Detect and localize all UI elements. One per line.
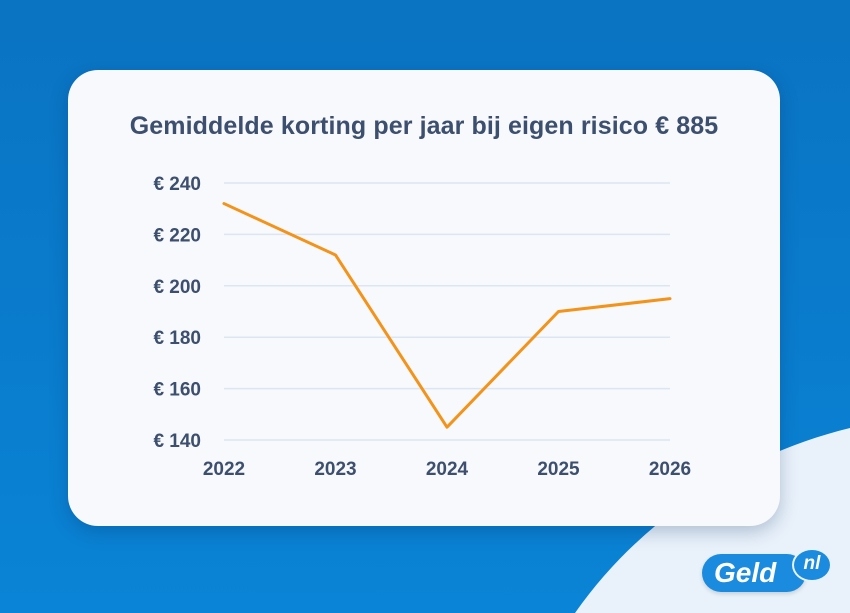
y-tick-label: € 180 bbox=[153, 328, 201, 349]
x-tick-label: 2022 bbox=[203, 459, 245, 480]
y-tick-label: € 160 bbox=[153, 380, 201, 401]
series-line bbox=[222, 202, 672, 429]
y-tick-label: € 200 bbox=[153, 277, 201, 298]
logo-wordmark: Geld bbox=[702, 554, 806, 592]
logo-badge: nl bbox=[792, 548, 832, 582]
geld-nl-logo[interactable]: Geld nl bbox=[702, 548, 832, 596]
x-tick-label: 2026 bbox=[649, 459, 691, 480]
y-tick-label: € 240 bbox=[153, 174, 201, 195]
chart-title: Gemiddelde korting per jaar bij eigen ri… bbox=[129, 112, 719, 140]
y-tick-label: € 220 bbox=[153, 225, 201, 246]
x-tick-label: 2025 bbox=[537, 459, 580, 480]
y-tick-label: € 140 bbox=[153, 431, 201, 452]
chart-card: Gemiddelde korting per jaar bij eigen ri… bbox=[68, 70, 780, 526]
x-tick-label: 2024 bbox=[426, 459, 469, 480]
x-tick-label: 2023 bbox=[314, 459, 356, 480]
